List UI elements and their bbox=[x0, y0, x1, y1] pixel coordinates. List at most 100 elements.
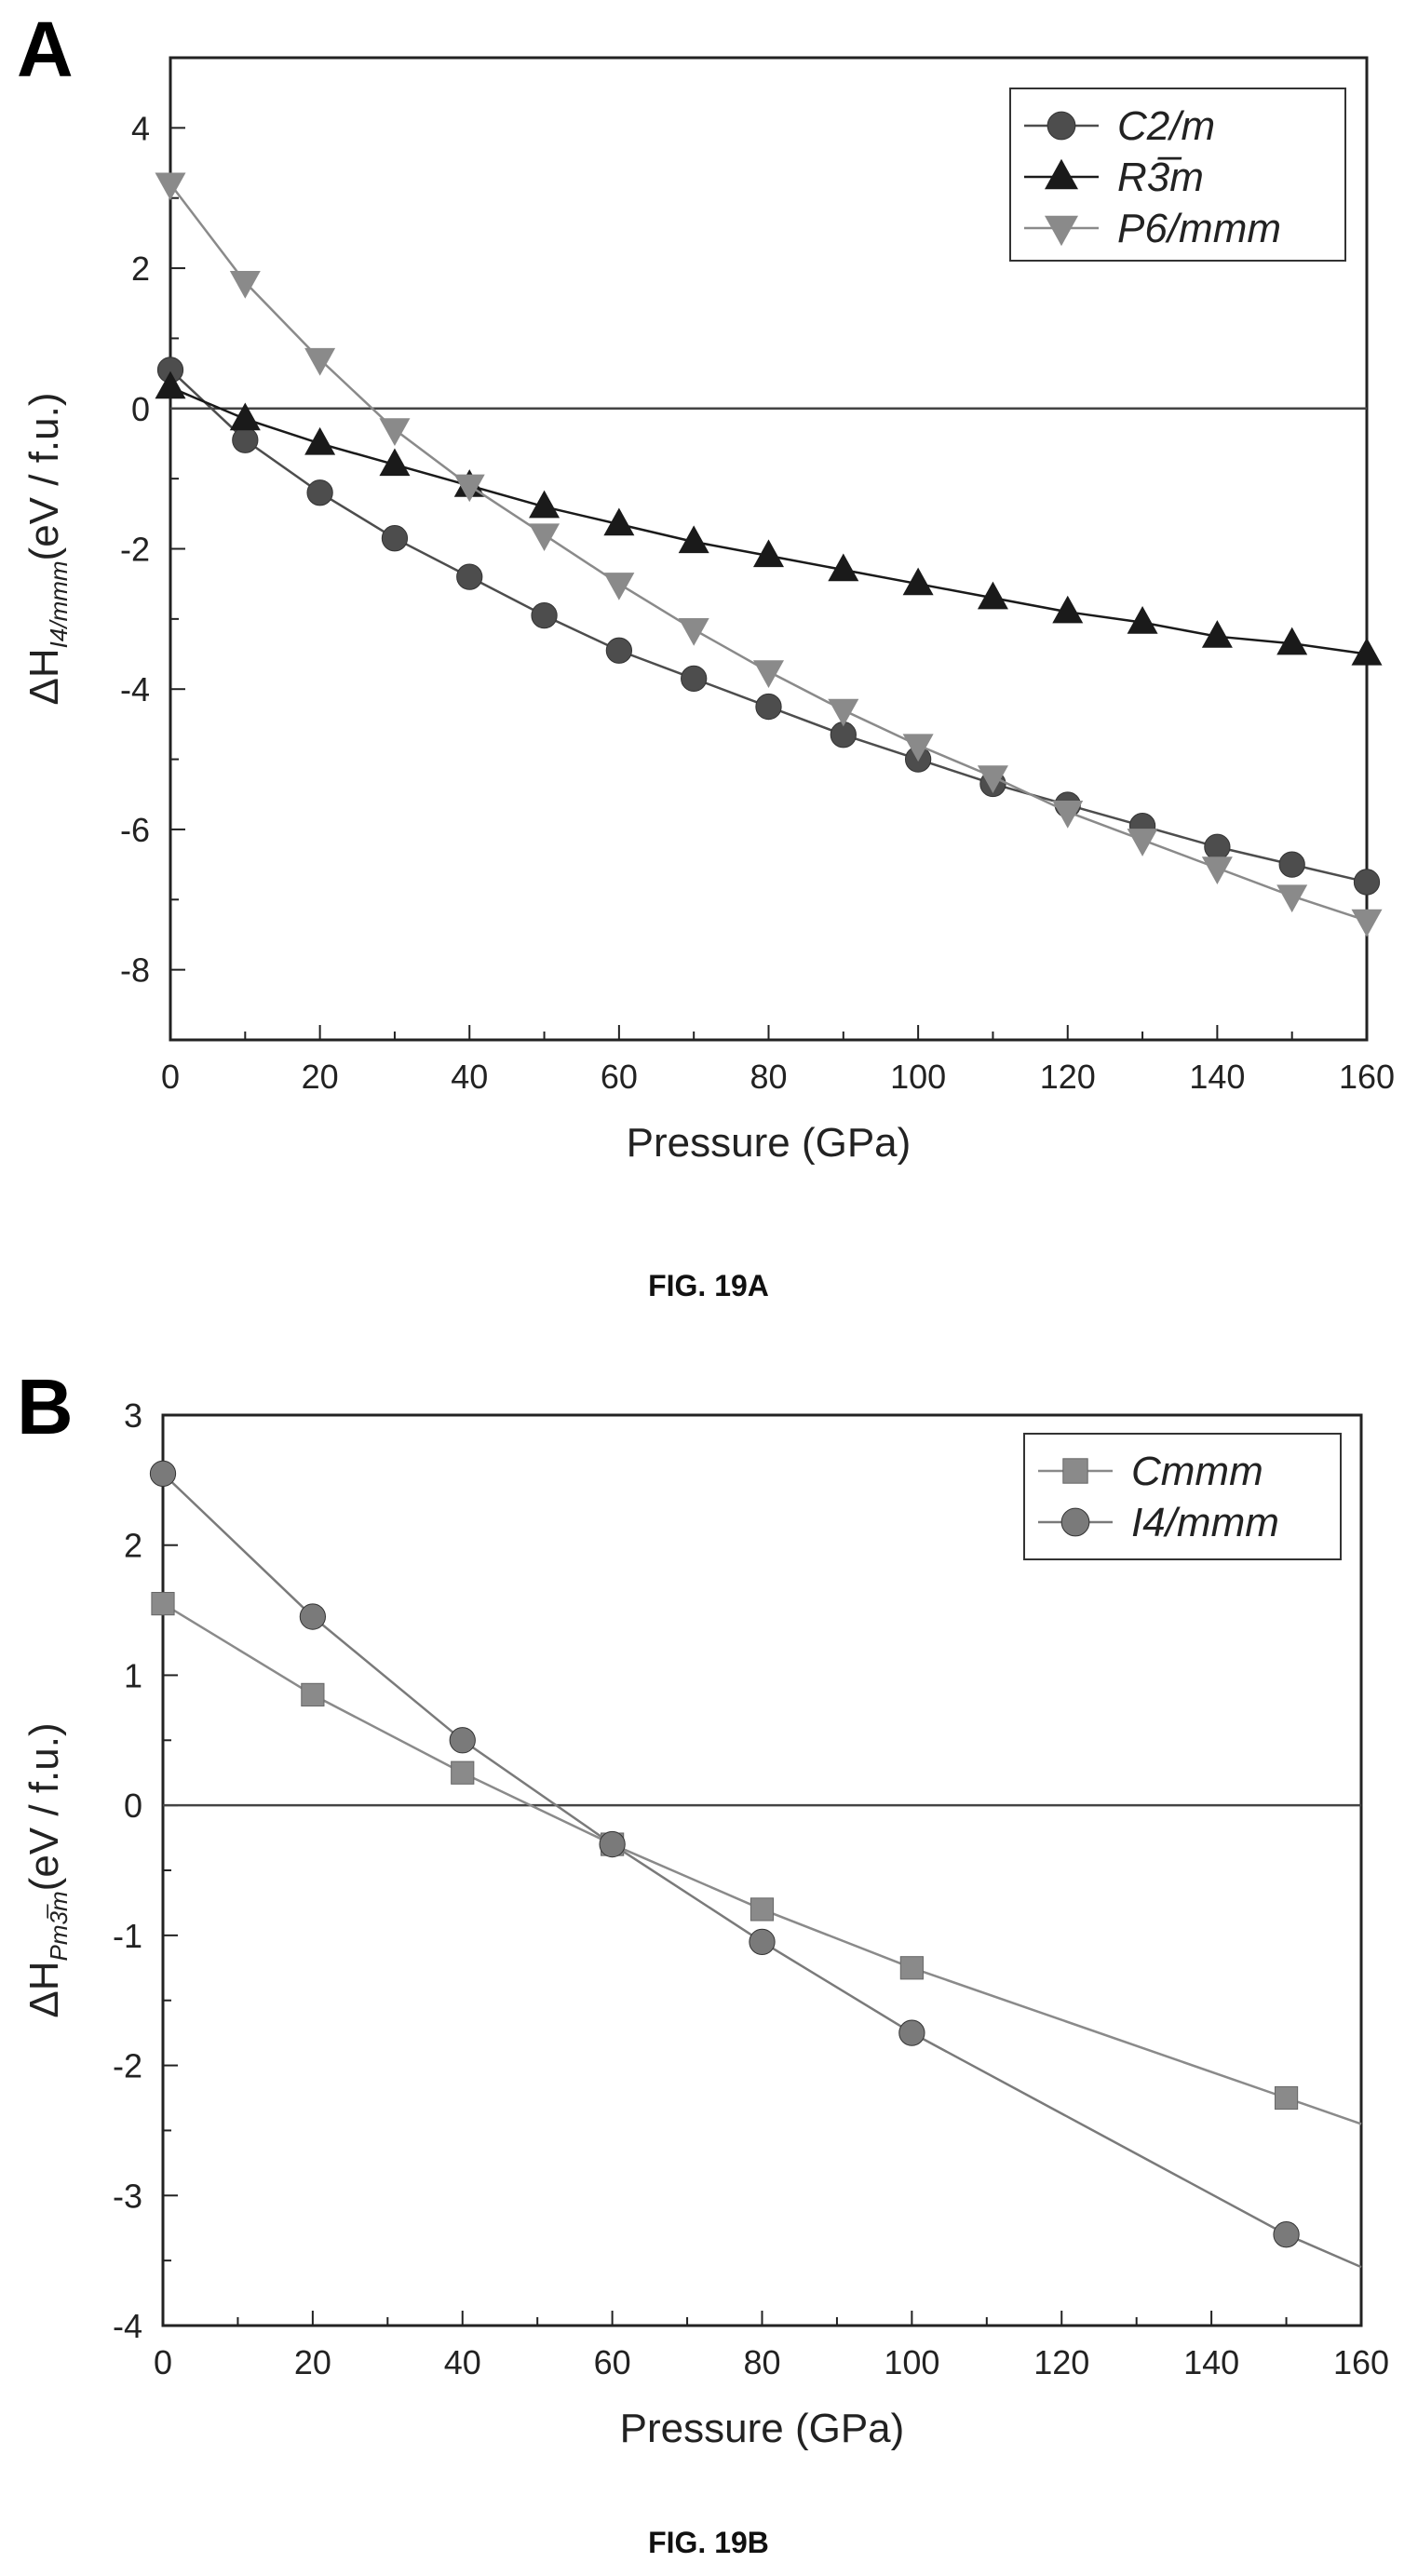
legend-marker bbox=[1045, 215, 1078, 247]
x-tick-label: 120 bbox=[1040, 1058, 1096, 1096]
x-axis-title: Pressure (GPa) bbox=[620, 2406, 905, 2451]
x-tick-labels: 0 20 40 60 80 100 120 140 160 bbox=[161, 1058, 1395, 1096]
x-tick-label: 120 bbox=[1033, 2343, 1089, 2381]
tick-marks bbox=[162, 1414, 1362, 2326]
x-tick-label: 100 bbox=[890, 1058, 946, 1096]
series-i4-mmm bbox=[149, 1460, 1362, 2269]
data-point bbox=[755, 693, 782, 721]
data-point bbox=[1201, 620, 1233, 648]
data-point bbox=[977, 581, 1008, 610]
y-axis-symbol: ΔH bbox=[21, 648, 67, 705]
data-point bbox=[1274, 2085, 1299, 2111]
legend-marker bbox=[1047, 111, 1076, 141]
y-tick-label: 0 bbox=[131, 390, 150, 428]
x-tick-label: 60 bbox=[601, 1058, 638, 1096]
x-tick-labels: 0 20 40 60 80 100 120 140 160 bbox=[154, 2343, 1389, 2381]
legend-box bbox=[1023, 1433, 1342, 1560]
y-tick-labels: -4 -3 -2 -1 0 1 2 3 bbox=[113, 1396, 142, 2345]
data-point bbox=[1273, 2221, 1300, 2248]
data-point bbox=[451, 1760, 475, 1785]
x-tick-label: 60 bbox=[594, 2343, 631, 2381]
data-point bbox=[1127, 606, 1158, 634]
data-point bbox=[304, 347, 336, 376]
data-point bbox=[749, 1928, 776, 1955]
data-point bbox=[753, 539, 784, 568]
data-point bbox=[681, 665, 708, 693]
legend-marker bbox=[1045, 158, 1078, 190]
legend-label: I4/mmm bbox=[1131, 1500, 1279, 1545]
panel-letter: B bbox=[17, 1363, 74, 1450]
y-tick-label: 0 bbox=[124, 1787, 142, 1825]
data-point bbox=[678, 618, 709, 646]
y-tick-label: -4 bbox=[120, 670, 150, 708]
y-tick-label: 3 bbox=[124, 1396, 142, 1435]
data-point bbox=[299, 1603, 327, 1630]
y-tick-label: 4 bbox=[131, 109, 150, 147]
series-line bbox=[169, 386, 1368, 655]
y-tick-label: 1 bbox=[124, 1656, 142, 1694]
x-axis-title: Pressure (GPa) bbox=[627, 1120, 912, 1166]
data-point bbox=[306, 479, 333, 506]
y-tick-label: -1 bbox=[113, 1917, 142, 1955]
data-point bbox=[1351, 637, 1383, 666]
legend-marker bbox=[1062, 1458, 1088, 1484]
data-point bbox=[1127, 829, 1158, 856]
data-point bbox=[151, 1591, 175, 1616]
data-point bbox=[1052, 595, 1084, 624]
figure-caption: FIG. 19B bbox=[648, 2526, 769, 2559]
data-point bbox=[599, 1830, 626, 1858]
series-line bbox=[162, 1472, 1362, 2269]
x-tick-label: 160 bbox=[1333, 2343, 1389, 2381]
data-point bbox=[828, 698, 859, 727]
x-tick-label: 140 bbox=[1189, 1058, 1245, 1096]
data-point bbox=[1351, 909, 1383, 937]
series-p6-mmm bbox=[155, 172, 1383, 937]
data-point bbox=[1204, 833, 1231, 860]
y-tick-label: -2 bbox=[120, 531, 150, 569]
y-tick-label: 2 bbox=[124, 1527, 142, 1565]
y-tick-label: -2 bbox=[113, 2047, 142, 2085]
x-tick-label: 20 bbox=[302, 1058, 339, 1096]
x-tick-label: 0 bbox=[161, 1058, 180, 1096]
legend: C2/m R3̅m P6/mmm bbox=[1009, 88, 1346, 262]
y-tick-labels: -8 -6 -4 -2 0 2 4 bbox=[120, 109, 150, 989]
legend-label: P6/mmm bbox=[1117, 206, 1281, 251]
x-tick-label: 140 bbox=[1183, 2343, 1239, 2381]
legend-label: C2/m bbox=[1117, 103, 1215, 149]
tick-marks bbox=[169, 127, 1368, 1040]
data-point bbox=[605, 637, 633, 664]
data-point bbox=[603, 507, 635, 536]
data-point bbox=[155, 172, 186, 201]
data-series bbox=[155, 172, 1383, 937]
series-cmmm bbox=[151, 1591, 1362, 2125]
panel-letter: A bbox=[17, 6, 74, 93]
x-tick-label: 40 bbox=[451, 1058, 488, 1096]
data-point bbox=[753, 660, 784, 688]
data-point bbox=[902, 567, 934, 596]
y-axis-subscript: I4/mmm bbox=[45, 560, 73, 648]
y-tick-label: -4 bbox=[113, 2307, 142, 2345]
data-point bbox=[531, 601, 558, 629]
legend: Cmmm I4/mmm bbox=[1023, 1433, 1342, 1560]
data-point bbox=[232, 426, 259, 453]
data-point bbox=[899, 1956, 924, 1980]
series-c2-m bbox=[156, 357, 1381, 896]
data-point bbox=[1276, 884, 1308, 913]
legend-marker bbox=[1060, 1507, 1090, 1537]
x-tick-label: 0 bbox=[154, 2343, 172, 2381]
data-point bbox=[381, 525, 409, 552]
y-axis-unit: (eV / f.u.) bbox=[21, 392, 67, 560]
data-point bbox=[750, 1897, 775, 1922]
data-point bbox=[678, 525, 709, 554]
data-point bbox=[449, 1727, 476, 1754]
data-point bbox=[828, 553, 859, 582]
y-axis-symbol: ΔH bbox=[21, 1961, 67, 2017]
chart-panel-a: A 0 20 40 60 80 100 120 140 160 -8 -6 -4 -2 0 2 4 C2/m… bbox=[17, 6, 1395, 1302]
data-point bbox=[1201, 856, 1233, 884]
series-r3-m bbox=[155, 371, 1383, 666]
series-line bbox=[162, 1602, 1362, 2125]
data-point bbox=[977, 765, 1008, 794]
legend-label: Cmmm bbox=[1131, 1449, 1263, 1494]
y-tick-label: 2 bbox=[131, 250, 150, 288]
